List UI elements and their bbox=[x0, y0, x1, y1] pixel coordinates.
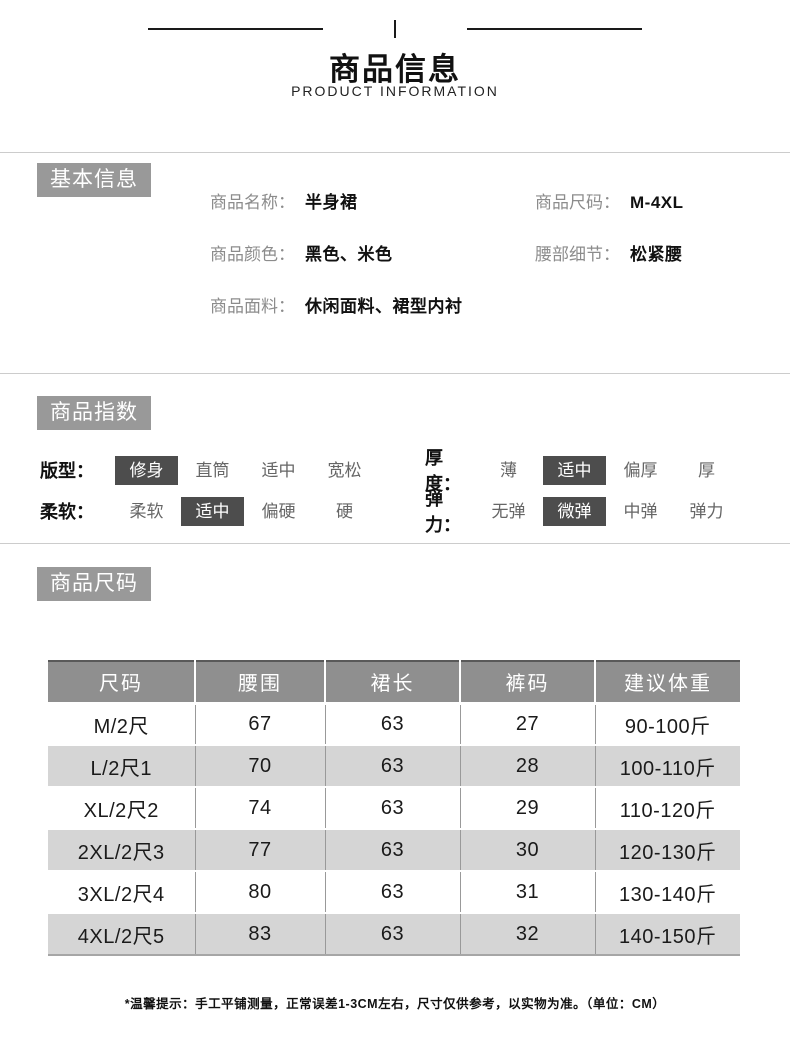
index-row-elasticity: 弹力： 无弹 微弹 中弹 弹力 bbox=[425, 489, 741, 535]
column-header-skirt-length: 裙长 bbox=[324, 661, 460, 705]
cell-waist: 77 bbox=[194, 828, 325, 871]
field-value: 黑色、米色 bbox=[305, 245, 393, 264]
cell-waist: 67 bbox=[194, 702, 325, 745]
index-option: 薄 bbox=[500, 460, 517, 480]
cell-waist: 83 bbox=[194, 912, 325, 955]
index-row-softness: 柔软： 柔软 适中 偏硬 硬 bbox=[40, 496, 379, 526]
table-row: 4XL/2尺5 83 63 32 140-150斤 bbox=[48, 912, 740, 955]
cell-skirt-length: 63 bbox=[324, 828, 460, 871]
cell-pants-size: 28 bbox=[459, 744, 595, 787]
index-row-label: 弹力： bbox=[425, 489, 461, 535]
table-row: 2XL/2尺3 77 63 30 120-130斤 bbox=[48, 828, 740, 871]
field-label: 商品面料： bbox=[210, 297, 295, 316]
index-option: 柔软 bbox=[129, 501, 164, 521]
cell-size: XL/2尺2 bbox=[48, 786, 195, 829]
section-divider bbox=[0, 373, 790, 374]
field-product-color: 商品颜色： 黑色、米色 bbox=[210, 240, 393, 265]
decor-tick-icon bbox=[394, 20, 396, 38]
index-option: 偏硬 bbox=[261, 501, 296, 521]
table-row: 3XL/2尺4 80 63 31 130-140斤 bbox=[48, 870, 740, 913]
table-row: M/2尺 67 63 27 90-100斤 bbox=[48, 702, 740, 745]
index-row-label: 柔软： bbox=[40, 502, 94, 522]
cell-pants-size: 27 bbox=[459, 702, 595, 745]
field-waist-detail: 腰部细节： 松紧腰 bbox=[535, 240, 683, 265]
header-decoration bbox=[0, 20, 790, 38]
field-value: 半身裙 bbox=[305, 193, 358, 212]
cell-weight: 100-110斤 bbox=[594, 744, 740, 787]
section-divider bbox=[0, 543, 790, 544]
section-label-product-sizes: 商品尺码 bbox=[37, 567, 151, 601]
index-option: 适中 bbox=[261, 460, 296, 480]
index-option: 宽松 bbox=[327, 460, 362, 480]
cell-skirt-length: 63 bbox=[324, 912, 460, 955]
cell-pants-size: 29 bbox=[459, 786, 595, 829]
cell-weight: 90-100斤 bbox=[594, 702, 740, 745]
column-header-pants-size: 裤码 bbox=[459, 661, 595, 705]
cell-waist: 80 bbox=[194, 870, 325, 913]
index-option: 弹力 bbox=[689, 501, 724, 521]
index-option: 修身 bbox=[115, 455, 178, 485]
field-product-size: 商品尺码： M-4XL bbox=[535, 188, 684, 213]
cell-size: 4XL/2尺5 bbox=[48, 912, 195, 955]
cell-skirt-length: 63 bbox=[324, 870, 460, 913]
index-row-thickness: 厚度： 薄 适中 偏厚 厚 bbox=[425, 448, 741, 494]
decor-line-right-icon bbox=[467, 28, 642, 30]
field-label: 腰部细节： bbox=[535, 245, 620, 264]
column-header-waist: 腰围 bbox=[194, 661, 325, 705]
index-option: 直筒 bbox=[195, 460, 230, 480]
cell-size: M/2尺 bbox=[48, 702, 195, 745]
cell-weight: 120-130斤 bbox=[594, 828, 740, 871]
field-label: 商品尺码： bbox=[535, 193, 620, 212]
cell-size: 3XL/2尺4 bbox=[48, 870, 195, 913]
index-option: 中弹 bbox=[623, 501, 658, 521]
cell-weight: 130-140斤 bbox=[594, 870, 740, 913]
index-option: 硬 bbox=[336, 501, 353, 521]
cell-weight: 110-120斤 bbox=[594, 786, 740, 829]
index-option: 适中 bbox=[543, 455, 606, 485]
index-option: 厚 bbox=[698, 460, 715, 480]
index-option: 微弹 bbox=[543, 496, 606, 526]
cell-waist: 74 bbox=[194, 786, 325, 829]
page-title: 商品信息 bbox=[329, 52, 461, 87]
size-table: 尺码 腰围 裙长 裤码 建议体重 M/2尺 67 63 27 90-100斤 L… bbox=[48, 660, 740, 956]
index-option: 适中 bbox=[181, 496, 244, 526]
page-subtitle: PRODUCT INFORMATION bbox=[291, 83, 499, 99]
field-label: 商品颜色： bbox=[210, 245, 295, 264]
cell-skirt-length: 63 bbox=[324, 744, 460, 787]
index-row-fit: 版型： 修身 直筒 适中 宽松 bbox=[40, 455, 379, 485]
cell-size: L/2尺1 bbox=[48, 744, 195, 787]
cell-pants-size: 31 bbox=[459, 870, 595, 913]
section-label-basic-info: 基本信息 bbox=[37, 163, 151, 197]
field-product-name: 商品名称： 半身裙 bbox=[210, 188, 358, 213]
cell-pants-size: 30 bbox=[459, 828, 595, 871]
cell-weight: 140-150斤 bbox=[594, 912, 740, 955]
decor-line-left-icon bbox=[148, 28, 323, 30]
measurement-disclaimer: *温馨提示：手工平铺测量，正常误差1-3CM左右，尺寸仅供参考，以实物为准。（单… bbox=[124, 997, 666, 1011]
field-value: 休闲面料、裙型内衬 bbox=[305, 297, 463, 316]
column-header-suggested-weight: 建议体重 bbox=[594, 661, 740, 705]
cell-waist: 70 bbox=[194, 744, 325, 787]
column-header-size: 尺码 bbox=[48, 661, 195, 705]
cell-pants-size: 32 bbox=[459, 912, 595, 955]
field-label: 商品名称： bbox=[210, 193, 295, 212]
index-row-label: 版型： bbox=[40, 461, 94, 481]
index-row-label: 厚度： bbox=[425, 448, 461, 494]
table-row: L/2尺1 70 63 28 100-110斤 bbox=[48, 744, 740, 787]
cell-skirt-length: 63 bbox=[324, 702, 460, 745]
field-value: 松紧腰 bbox=[630, 245, 683, 264]
index-option: 偏厚 bbox=[623, 460, 658, 480]
field-product-fabric: 商品面料： 休闲面料、裙型内衬 bbox=[210, 292, 463, 317]
cell-skirt-length: 63 bbox=[324, 786, 460, 829]
cell-size: 2XL/2尺3 bbox=[48, 828, 195, 871]
section-divider bbox=[0, 152, 790, 153]
section-label-product-index: 商品指数 bbox=[37, 396, 151, 430]
index-option: 无弹 bbox=[491, 501, 526, 521]
field-value: M-4XL bbox=[630, 193, 684, 212]
size-table-header-row: 尺码 腰围 裙长 裤码 建议体重 bbox=[48, 661, 740, 705]
table-row: XL/2尺2 74 63 29 110-120斤 bbox=[48, 786, 740, 829]
